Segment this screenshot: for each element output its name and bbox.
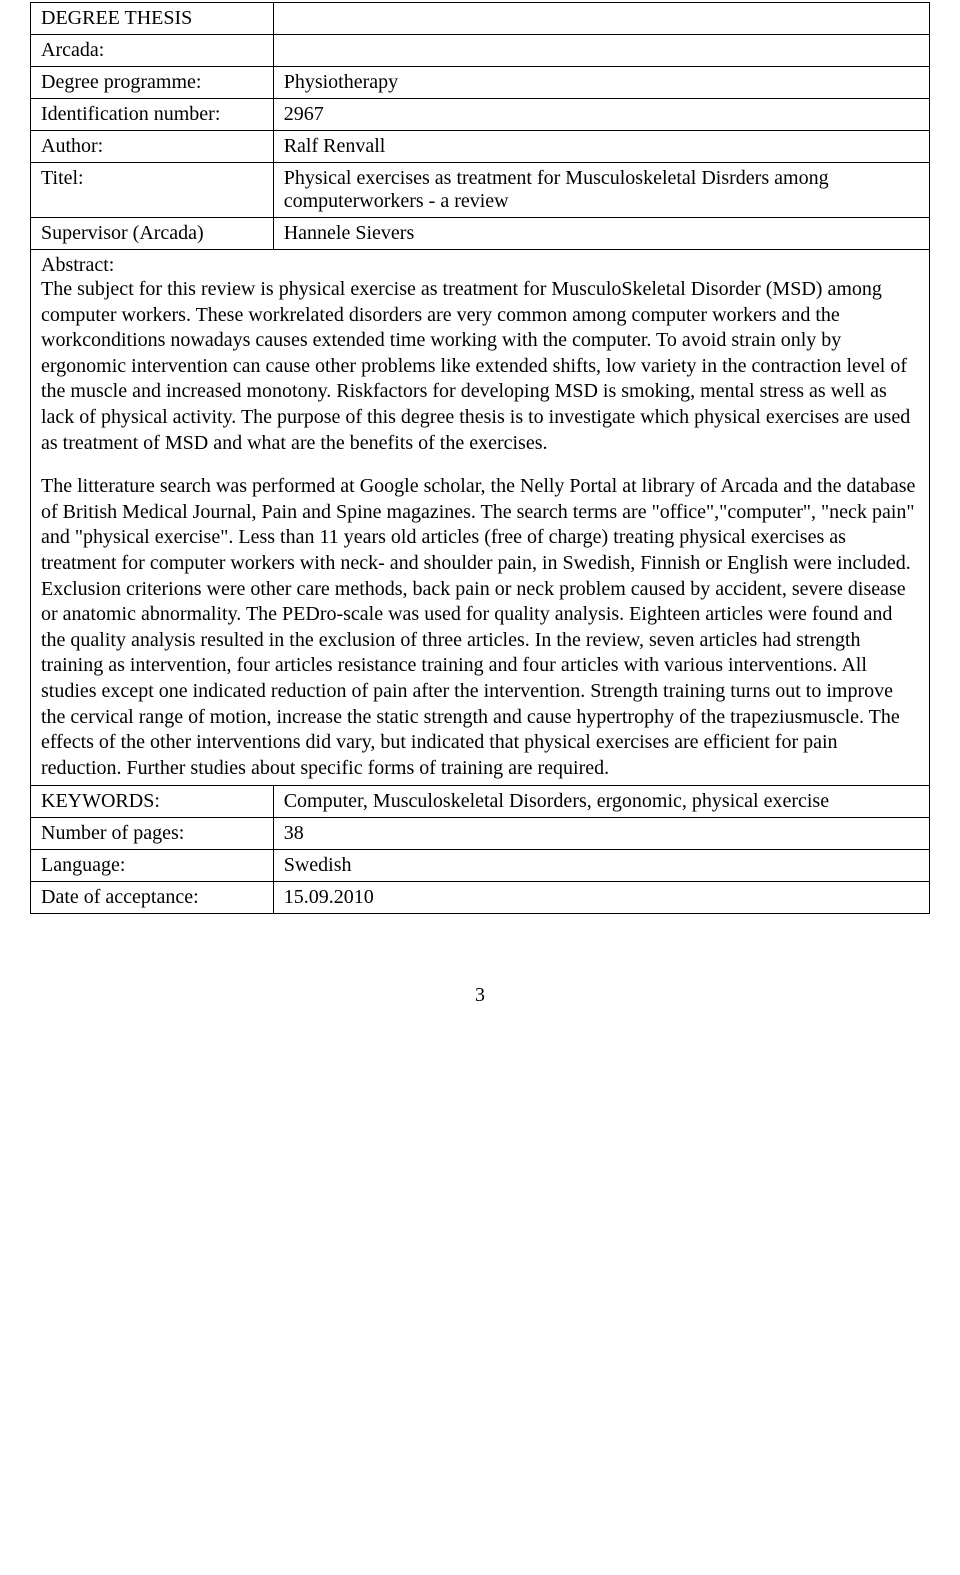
abstract-paragraph-1: The subject for this review is physical … — [41, 277, 919, 456]
keywords-label: KEYWORDS: — [31, 786, 274, 818]
supervisor-label: Supervisor (Arcada) — [31, 218, 274, 250]
thesis-metadata-table: DEGREE THESIS Arcada: Degree programme: … — [30, 2, 930, 914]
date-value: 15.09.2010 — [273, 882, 929, 914]
degree-programme-label: Degree programme: — [31, 67, 274, 99]
abstract-cell: Abstract: The subject for this review is… — [31, 250, 930, 786]
author-label: Author: — [31, 131, 274, 163]
author-value: Ralf Renvall — [273, 131, 929, 163]
titel-label: Titel: — [31, 163, 274, 218]
language-label: Language: — [31, 850, 274, 882]
arcada-value — [273, 35, 929, 67]
date-label: Date of acceptance: — [31, 882, 274, 914]
abstract-label: Abstract: — [41, 254, 114, 276]
identification-number-value: 2967 — [273, 99, 929, 131]
language-value: Swedish — [273, 850, 929, 882]
keywords-value: Computer, Musculoskeletal Disorders, erg… — [273, 786, 929, 818]
degree-programme-value: Physiotherapy — [273, 67, 929, 99]
page-number: 3 — [30, 984, 930, 1007]
arcada-label: Arcada: — [31, 35, 274, 67]
thesis-page: DEGREE THESIS Arcada: Degree programme: … — [0, 0, 960, 1037]
document-type-cell: DEGREE THESIS — [31, 3, 274, 35]
identification-number-label: Identification number: — [31, 99, 274, 131]
document-type-value-cell — [273, 3, 929, 35]
pages-label: Number of pages: — [31, 818, 274, 850]
abstract-paragraph-2: The litterature search was performed at … — [41, 474, 919, 781]
pages-value: 38 — [273, 818, 929, 850]
titel-value: Physical exercises as treatment for Musc… — [273, 163, 929, 218]
supervisor-value: Hannele Sievers — [273, 218, 929, 250]
